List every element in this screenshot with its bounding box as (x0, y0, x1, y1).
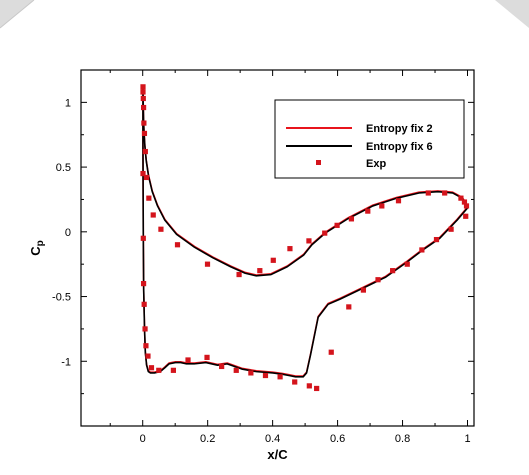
exp-data-point (150, 212, 156, 218)
exp-data-point (419, 247, 425, 253)
exp-data-point (204, 261, 211, 267)
exp-data-point (140, 235, 146, 241)
x-tick-label: 0.4 (265, 433, 280, 445)
plot-area: 0 0.2 0.4 0.6 0.8 1 1 0.5 0 -0.5 -1 (52, 69, 475, 445)
exp-data-point (404, 261, 410, 267)
exp-data-point (425, 190, 431, 196)
y-axis-label-subscript: p (35, 240, 46, 246)
exp-data-point (148, 365, 155, 371)
legend-box (274, 99, 465, 179)
y-axis-label: Cp (28, 240, 46, 256)
exp-data-point (174, 242, 181, 248)
exp-data-point (140, 89, 146, 95)
exp-data-point (458, 195, 464, 201)
x-tick-label: 0.8 (395, 433, 410, 445)
y-tick-label: 1 (65, 97, 71, 109)
exp-data-point (143, 174, 150, 181)
axis-tick-labels: 0 0.2 0.4 0.6 0.8 1 1 0.5 0 -0.5 -1 (52, 97, 471, 445)
corner-accent-top-right (495, 0, 529, 28)
exp-data-point (348, 216, 355, 222)
exp-data-point (140, 95, 146, 102)
exp-data-point (142, 148, 148, 155)
exp-data-point (143, 343, 149, 349)
exp-data-point (334, 222, 340, 228)
exp-data-point (328, 349, 334, 355)
exp-data-point (306, 238, 312, 244)
legend-label-entropy-fix-6: Entropy fix 6 (366, 141, 433, 153)
exp-data-point (395, 198, 402, 204)
exp-data-point (185, 357, 191, 363)
series-layer (140, 84, 470, 392)
exp-data-point (461, 199, 468, 205)
exp-data-point (233, 367, 239, 373)
y-tick-label: 0 (65, 227, 71, 239)
exp-data-point (142, 326, 148, 332)
y-axis-label-main: C (28, 246, 43, 256)
x-tick-label: 0 (140, 433, 146, 445)
exp-data-point (257, 268, 263, 274)
exp-data-point (140, 281, 147, 287)
legend: Entropy fix 2 Entropy fix 6 Exp (274, 99, 465, 179)
exp-data-point (346, 304, 352, 310)
exp-data-point (463, 213, 469, 219)
exp-data-point (270, 257, 276, 263)
exp-data-point (390, 268, 396, 274)
legend-label-entropy-fix-2: Entropy fix 2 (366, 123, 433, 135)
exp-data-point (287, 246, 293, 252)
exp-data-point (146, 195, 152, 201)
y-tick-label: 0.5 (56, 162, 71, 174)
exp-data-point (379, 203, 385, 209)
exp-data-point (375, 277, 381, 283)
x-tick-label: 0.2 (200, 433, 215, 445)
exp-data-point (448, 226, 454, 232)
exp-data-point (141, 120, 147, 126)
exp-data-point (314, 385, 320, 392)
exp-data-point (365, 208, 371, 214)
exp-data-point (158, 226, 164, 232)
exp-data-point (170, 367, 176, 373)
exp-data-point (140, 170, 146, 177)
exp-data-point (236, 271, 242, 278)
y-tick-label: -0.5 (52, 292, 71, 304)
exp-data-point (360, 287, 367, 293)
exp-data-point (463, 203, 470, 209)
series-line-entropy-fix-6 (142, 88, 469, 378)
x-tick-label: 0.6 (330, 433, 345, 445)
exp-data-point (292, 379, 298, 385)
exp-data-point (156, 367, 162, 373)
x-tick-label: 1 (464, 433, 470, 445)
exp-data-point (322, 230, 328, 236)
exp-data-point (141, 301, 147, 307)
corner-accent-edge (0, 0, 35, 29)
legend-label-exp: Exp (366, 158, 386, 170)
exp-data-point (204, 354, 210, 360)
exp-data-point (219, 363, 225, 370)
y-tick-label: -1 (61, 356, 71, 368)
exp-data-point (140, 84, 146, 90)
exp-data-point (277, 374, 283, 380)
axis-ticks (81, 69, 474, 426)
exp-data-point (433, 236, 440, 243)
exp-data-point (262, 372, 269, 379)
exp-data-point (145, 353, 151, 359)
exp-data-point (141, 130, 148, 137)
exp-data-point (306, 383, 312, 389)
plot-frame (80, 69, 475, 427)
exp-data-point (442, 190, 448, 196)
exp-data-point (140, 104, 147, 111)
exp-data-point (248, 370, 254, 376)
legend-swatch-exp (316, 160, 321, 165)
x-axis-label: x/C (267, 447, 288, 462)
